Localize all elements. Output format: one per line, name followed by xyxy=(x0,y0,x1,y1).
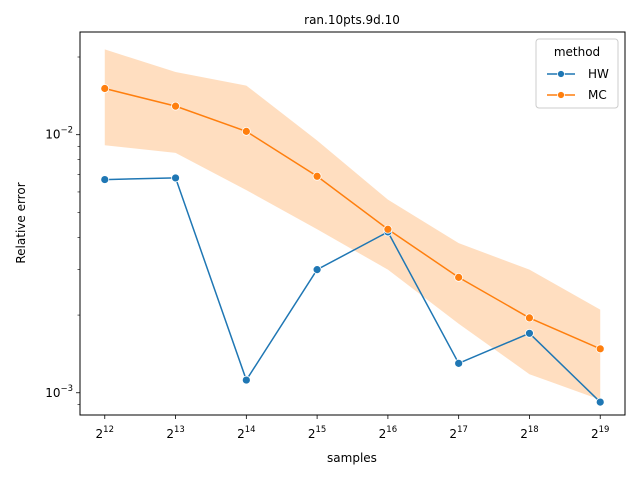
series-mc-point xyxy=(525,313,534,323)
series-mc-line xyxy=(104,87,601,350)
series-mc-point xyxy=(454,272,464,282)
legend: method HW MC xyxy=(535,38,619,109)
legend-mc-label: MC xyxy=(588,88,607,102)
series-mc-point xyxy=(383,224,393,234)
series-lines-layer xyxy=(104,87,601,403)
series-hw-point xyxy=(454,358,464,368)
x-axis-label: samples xyxy=(327,451,377,465)
series-hw-point xyxy=(312,265,322,275)
series-hw-point xyxy=(525,328,534,338)
legend-title: method xyxy=(554,45,600,59)
plot-area-frame xyxy=(79,31,626,416)
series-mc-point xyxy=(312,171,322,181)
series-markers-layer xyxy=(100,84,605,407)
x-tick-label: 212 xyxy=(96,425,114,441)
x-tick-label: 218 xyxy=(520,425,538,441)
series-mc-point xyxy=(171,101,180,111)
series-hw-line xyxy=(104,177,601,403)
confidence-band-layer xyxy=(104,49,601,400)
x-axis: 212 213 214 215 216 217 218 219 xyxy=(96,415,609,441)
x-tick-label: 213 xyxy=(166,425,184,441)
y-axis-label: Relative error xyxy=(14,182,28,263)
x-tick-label: 214 xyxy=(237,425,255,441)
series-hw-point xyxy=(171,173,180,183)
y-tick-label: 10−2 xyxy=(45,126,73,142)
x-tick-label: 217 xyxy=(449,425,467,441)
series-hw-point xyxy=(241,375,251,385)
legend-mc-marker xyxy=(557,91,565,99)
chart-title: ran.10pts.9d.10 xyxy=(304,13,400,27)
x-tick-label: 215 xyxy=(308,425,326,441)
y-tick-label: 10−3 xyxy=(45,384,73,400)
series-mc-point xyxy=(241,126,251,136)
series-hw-point xyxy=(100,175,110,184)
series-hw-point xyxy=(595,397,605,407)
series-mc-point xyxy=(595,344,605,354)
legend-hw-label: HW xyxy=(588,67,609,81)
series-mc-point xyxy=(100,84,110,93)
series-mc-confidence-band xyxy=(104,49,601,400)
x-tick-label: 216 xyxy=(379,425,397,441)
legend-hw-marker xyxy=(557,70,565,78)
legend-box xyxy=(535,38,619,109)
y-axis: 10−3 10−2 xyxy=(45,56,80,405)
x-tick-label: 219 xyxy=(591,425,609,441)
